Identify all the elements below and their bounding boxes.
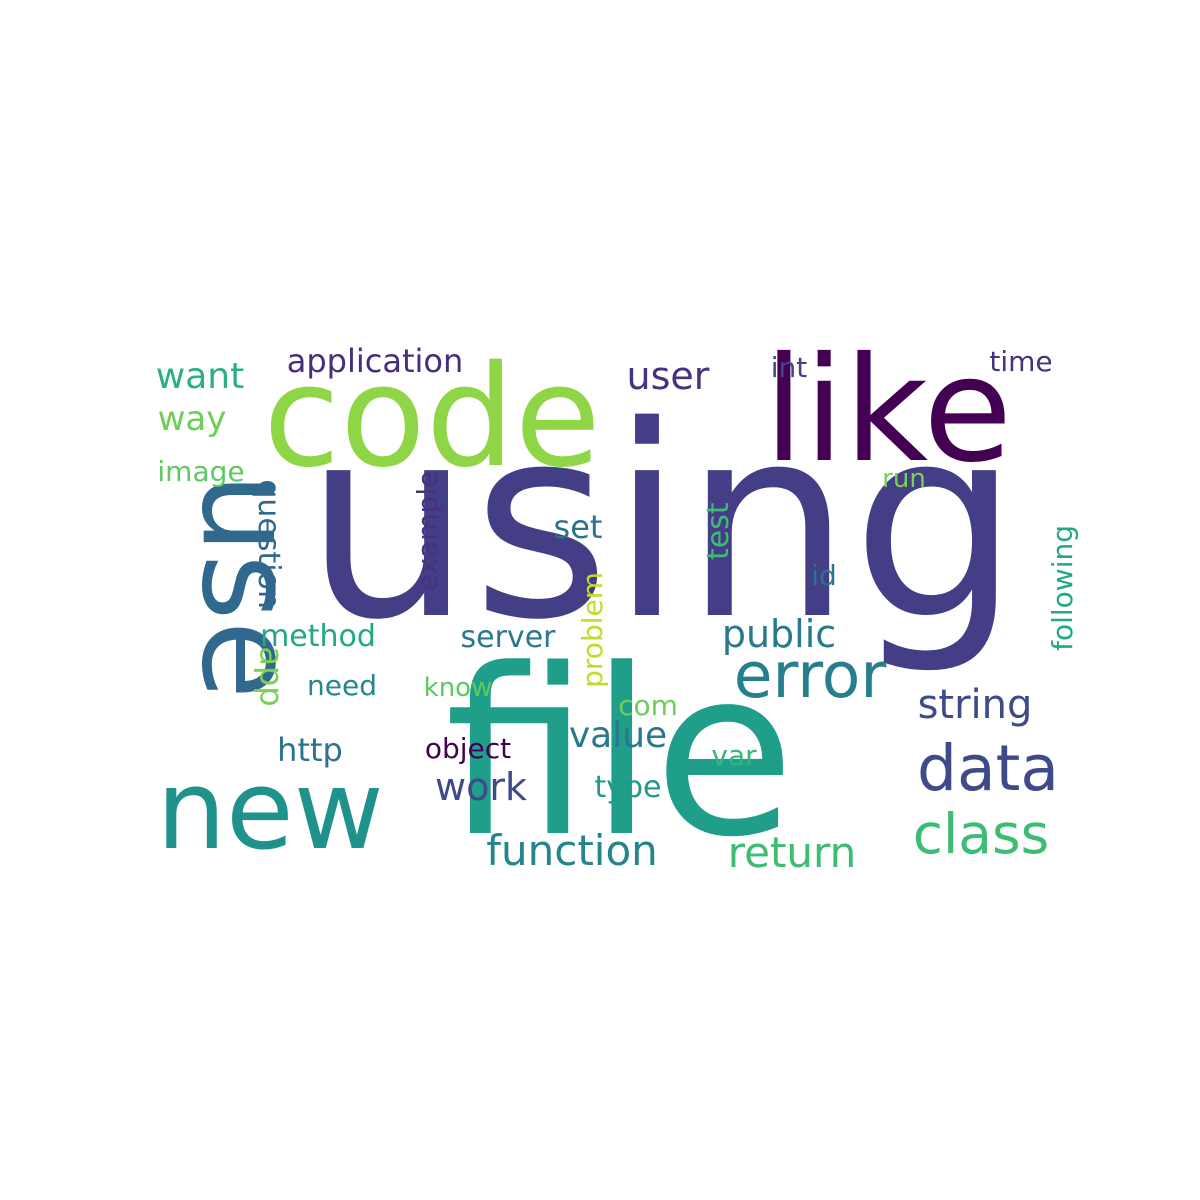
word-server: server — [461, 620, 557, 655]
word-work: work — [435, 765, 527, 809]
word-know: know — [424, 673, 493, 703]
word-method: method — [260, 619, 376, 654]
word-type: type — [594, 770, 661, 805]
word-new: new — [156, 746, 383, 874]
word-file: file — [445, 621, 795, 888]
word-object: object — [425, 732, 511, 765]
word-use: use — [173, 473, 322, 700]
word-question: question — [251, 479, 286, 609]
word-var: var — [711, 739, 757, 772]
word-app: app — [252, 646, 290, 706]
word-time: time — [989, 345, 1052, 378]
word-set: set — [554, 508, 603, 546]
word-application: application — [287, 342, 464, 380]
word-user: user — [627, 354, 710, 398]
word-problem: problem — [576, 572, 609, 688]
word-value: value — [569, 715, 667, 756]
word-class: class — [913, 802, 1050, 866]
word-test: test — [701, 502, 736, 560]
word-run: run — [882, 464, 926, 494]
word-like: like — [764, 326, 1013, 495]
word-image: image — [157, 455, 244, 488]
word-com: com — [618, 689, 678, 722]
word-example: example — [411, 471, 444, 592]
word-public: public — [722, 612, 836, 656]
word-http: http — [277, 731, 343, 769]
word-return: return — [728, 828, 856, 877]
word-using: using — [304, 370, 1020, 678]
word-following: following — [1046, 525, 1079, 651]
word-data: data — [917, 732, 1059, 805]
word-way: way — [158, 399, 227, 439]
word-int: int — [771, 351, 808, 384]
word-id: id — [811, 559, 837, 592]
word-function: function — [486, 826, 658, 875]
word-need: need — [307, 669, 377, 702]
word-want: want — [156, 356, 244, 397]
word-code: code — [263, 336, 601, 499]
word-string: string — [918, 682, 1033, 728]
word-error: error — [734, 639, 887, 712]
